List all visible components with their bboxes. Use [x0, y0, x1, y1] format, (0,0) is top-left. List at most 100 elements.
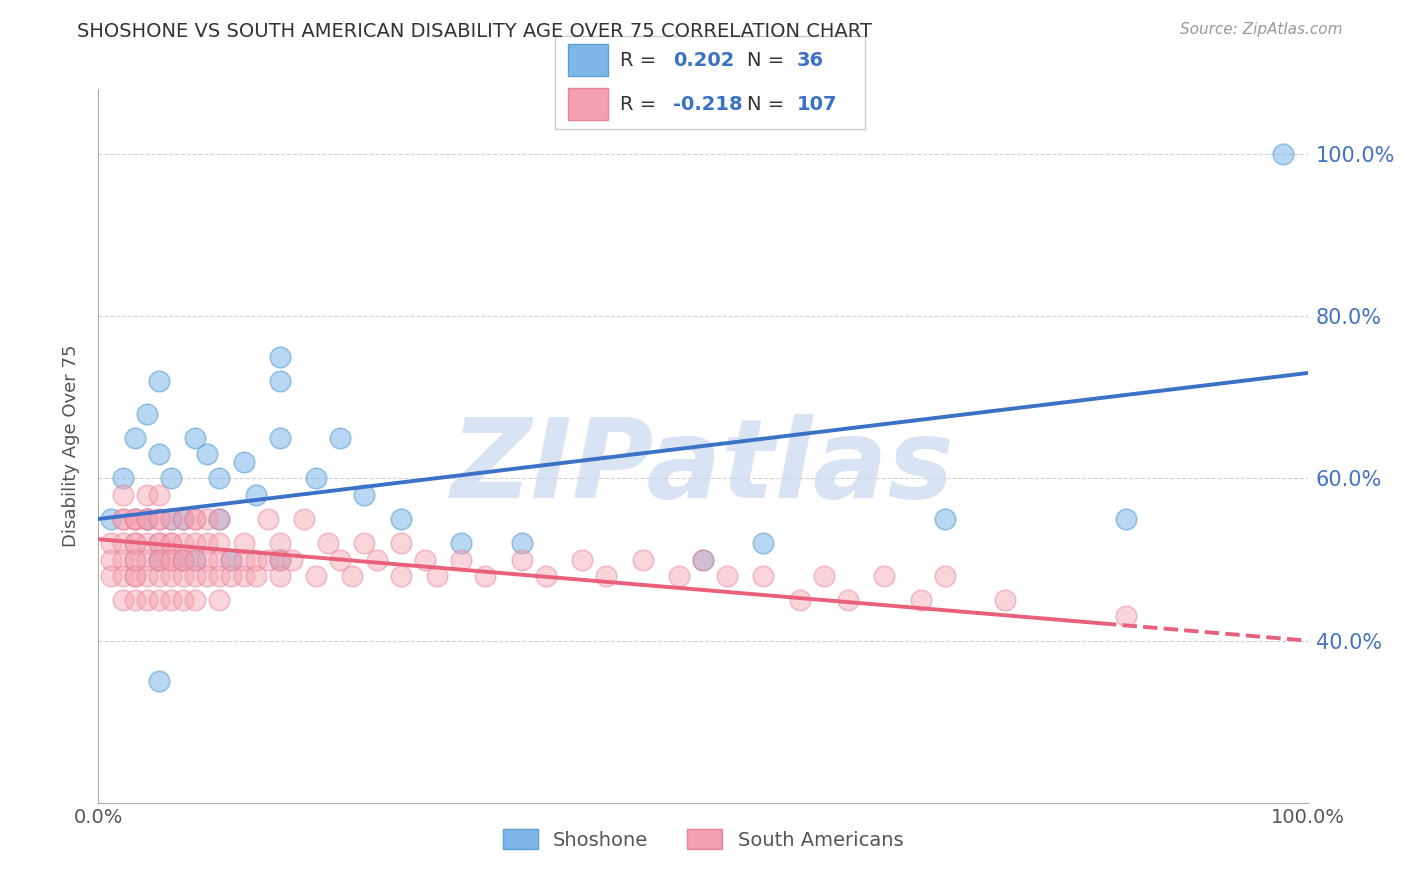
Point — [148, 512, 170, 526]
Point — [111, 471, 134, 485]
Point — [221, 552, 243, 566]
Point — [389, 536, 412, 550]
Text: 0.202: 0.202 — [673, 51, 734, 70]
Point — [148, 512, 170, 526]
Point — [232, 568, 254, 582]
Point — [184, 568, 207, 582]
Point — [232, 536, 254, 550]
Point — [135, 568, 157, 582]
Text: R =: R = — [620, 51, 662, 70]
Point — [342, 568, 364, 582]
Point — [353, 488, 375, 502]
Point — [135, 536, 157, 550]
Point — [316, 536, 339, 550]
Point — [208, 512, 231, 526]
Point — [111, 512, 134, 526]
Point — [172, 552, 194, 566]
Point — [100, 536, 122, 550]
Point — [160, 536, 183, 550]
Point — [413, 552, 436, 566]
Point — [135, 512, 157, 526]
Point — [692, 552, 714, 566]
Point — [111, 512, 134, 526]
Point — [148, 674, 170, 689]
Point — [124, 552, 146, 566]
Point — [111, 536, 134, 550]
Point — [208, 471, 231, 485]
Point — [160, 593, 183, 607]
Point — [813, 568, 835, 582]
Point — [124, 431, 146, 445]
Point — [135, 407, 157, 421]
Point — [256, 512, 278, 526]
Point — [184, 512, 207, 526]
Point — [148, 536, 170, 550]
Point — [148, 552, 170, 566]
Point — [135, 552, 157, 566]
Text: R =: R = — [620, 95, 662, 113]
Point — [184, 552, 207, 566]
Text: 107: 107 — [797, 95, 837, 113]
Point — [172, 552, 194, 566]
Point — [571, 552, 593, 566]
Point — [245, 488, 267, 502]
Point — [195, 512, 218, 526]
Point — [269, 536, 291, 550]
Point — [752, 536, 775, 550]
Point — [910, 593, 932, 607]
Point — [124, 568, 146, 582]
Point — [208, 512, 231, 526]
Point — [124, 568, 146, 582]
Point — [668, 568, 690, 582]
Bar — [568, 44, 607, 76]
Point — [789, 593, 811, 607]
Point — [389, 568, 412, 582]
Point — [232, 455, 254, 469]
Point — [269, 552, 291, 566]
Point — [692, 552, 714, 566]
Point — [256, 552, 278, 566]
Point — [934, 512, 956, 526]
Point — [269, 350, 291, 364]
Point — [450, 536, 472, 550]
Point — [426, 568, 449, 582]
Point — [160, 471, 183, 485]
Point — [1272, 147, 1295, 161]
Point — [837, 593, 859, 607]
Point — [208, 552, 231, 566]
Point — [135, 512, 157, 526]
Point — [873, 568, 896, 582]
Point — [195, 568, 218, 582]
Point — [329, 552, 352, 566]
Point — [994, 593, 1017, 607]
Point — [172, 536, 194, 550]
Point — [595, 568, 617, 582]
Point — [245, 568, 267, 582]
Point — [111, 488, 134, 502]
Point — [450, 552, 472, 566]
Point — [124, 536, 146, 550]
Bar — [568, 88, 607, 120]
Point — [184, 536, 207, 550]
Point — [160, 512, 183, 526]
Point — [534, 568, 557, 582]
Point — [389, 512, 412, 526]
Point — [135, 593, 157, 607]
Point — [366, 552, 388, 566]
Point — [269, 552, 291, 566]
Point — [1115, 512, 1137, 526]
Point — [208, 593, 231, 607]
Point — [124, 512, 146, 526]
Point — [281, 552, 304, 566]
Point — [305, 471, 328, 485]
Point — [148, 568, 170, 582]
Point — [510, 536, 533, 550]
Point — [160, 552, 183, 566]
Point — [195, 552, 218, 566]
Point — [135, 512, 157, 526]
Point — [329, 431, 352, 445]
Point — [124, 552, 146, 566]
Point — [232, 552, 254, 566]
Point — [474, 568, 496, 582]
Point — [172, 593, 194, 607]
